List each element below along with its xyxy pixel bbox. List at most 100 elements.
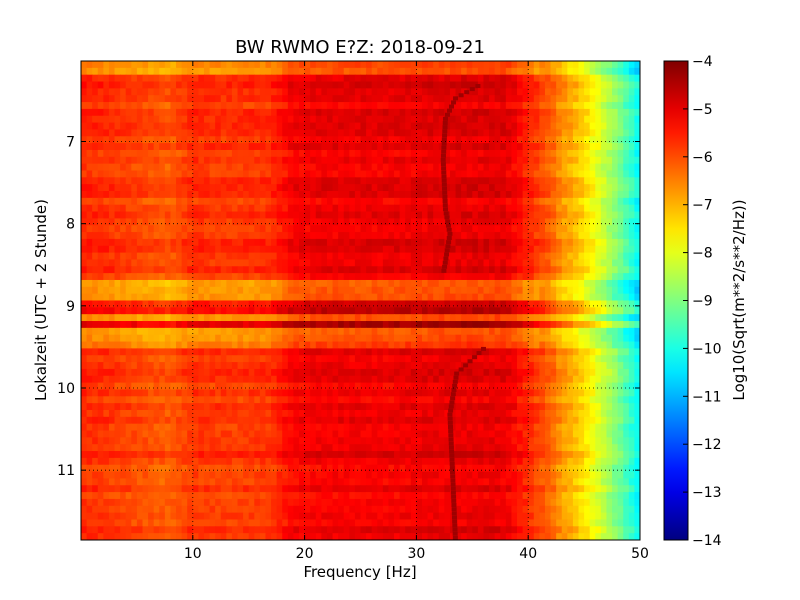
heatmap-cell (427, 252, 434, 261)
heatmap-cell (304, 218, 311, 226)
heatmap-cell (125, 102, 132, 110)
heatmap-cell (226, 184, 233, 192)
heatmap-cell (427, 314, 434, 322)
heatmap-cell (92, 115, 99, 124)
heatmap-cell (455, 266, 462, 274)
heatmap-cell (489, 327, 496, 336)
heatmap-cell (505, 211, 513, 219)
heatmap-cell (600, 74, 608, 83)
heatmap-cell (97, 252, 104, 261)
heatmap-cell (354, 122, 362, 131)
heatmap-cell (326, 177, 334, 185)
heatmap-cell (237, 245, 244, 254)
heatmap-cell (472, 300, 479, 308)
heatmap-cell (584, 122, 591, 131)
heatmap-cell (187, 81, 194, 89)
heatmap-cell (299, 362, 306, 370)
heatmap-cell (382, 95, 390, 103)
heatmap-cell (120, 184, 127, 192)
heatmap-cell (589, 163, 596, 172)
heatmap-cell (86, 396, 93, 404)
heatmap-cell (349, 321, 356, 329)
heatmap-cell (203, 259, 211, 267)
heatmap-cell (628, 279, 636, 288)
heatmap-cell (438, 362, 445, 370)
heatmap-cell (494, 238, 501, 247)
heatmap-cell (494, 163, 501, 172)
heatmap-cell (377, 375, 384, 384)
heatmap-cell (287, 341, 295, 349)
heatmap-cell (326, 273, 334, 281)
heatmap-cell (321, 95, 328, 103)
heatmap-cell (421, 245, 429, 254)
heatmap-cell (410, 191, 417, 199)
heatmap-cell (338, 375, 345, 384)
heatmap-cell (556, 252, 563, 261)
heatmap-cell (86, 300, 93, 308)
heatmap-cell (108, 327, 116, 336)
heatmap-cell (416, 375, 423, 384)
heatmap-cell (511, 149, 518, 158)
heatmap-cell (271, 368, 278, 377)
heatmap-cell (360, 286, 367, 295)
heatmap-cell (349, 348, 356, 356)
heatmap-cell (556, 259, 563, 267)
heatmap-cell (332, 129, 339, 137)
heatmap-cell (449, 156, 457, 165)
heatmap-cell (612, 143, 619, 151)
heatmap-cell (517, 170, 524, 178)
heatmap-cell (522, 88, 529, 96)
heatmap-cell (203, 102, 211, 110)
heatmap-cell (489, 136, 496, 144)
heatmap-cell (595, 143, 602, 151)
heatmap-cell (567, 67, 574, 76)
heatmap-cell (159, 136, 166, 144)
heatmap-cell (556, 163, 563, 172)
heatmap-cell (282, 389, 289, 397)
heatmap-cell (103, 286, 110, 295)
heatmap-cell (321, 88, 328, 96)
heatmap-cell (617, 102, 624, 110)
heatmap-cell (315, 314, 322, 322)
heatmap-cell (399, 149, 406, 158)
heatmap-cell (203, 115, 211, 124)
heatmap-cell (405, 143, 412, 151)
heatmap-cell (500, 368, 507, 377)
heatmap-cell (405, 245, 412, 254)
heatmap-cell (617, 61, 624, 69)
heatmap-cell (366, 61, 373, 69)
heatmap-cell (97, 204, 104, 213)
heatmap-cell (505, 102, 513, 110)
heatmap-cell (265, 375, 272, 384)
heatmap-cell (550, 170, 557, 178)
heatmap-cell (276, 88, 283, 96)
heatmap-cell (198, 177, 205, 185)
heatmap-cell (310, 184, 317, 192)
heatmap-cell (203, 252, 211, 261)
heatmap-cell (159, 362, 166, 370)
heatmap-cell (494, 307, 501, 315)
heatmap-cell (254, 115, 261, 124)
heatmap-cell (556, 307, 563, 315)
heatmap-cell (600, 341, 608, 349)
heatmap-cell (237, 266, 244, 274)
heatmap-cell (410, 122, 417, 131)
heatmap-cell (634, 245, 640, 254)
heatmap-cell (623, 327, 630, 336)
heatmap-cell (584, 115, 591, 124)
heatmap-cell (382, 334, 390, 343)
heatmap-cell (304, 348, 311, 356)
heatmap-cell (108, 321, 116, 329)
heatmap-cell (511, 143, 518, 151)
heatmap-cell (108, 348, 116, 356)
heatmap-cell (416, 245, 423, 254)
heatmap-cell (332, 191, 339, 199)
heatmap-cell (606, 334, 613, 343)
heatmap-cell (332, 218, 339, 226)
heatmap-cell (410, 95, 417, 103)
heatmap-cell (282, 245, 289, 254)
heatmap-cell (92, 184, 99, 192)
heatmap-cell (578, 218, 585, 226)
heatmap-cell (382, 245, 390, 254)
heatmap-cell (544, 286, 552, 295)
